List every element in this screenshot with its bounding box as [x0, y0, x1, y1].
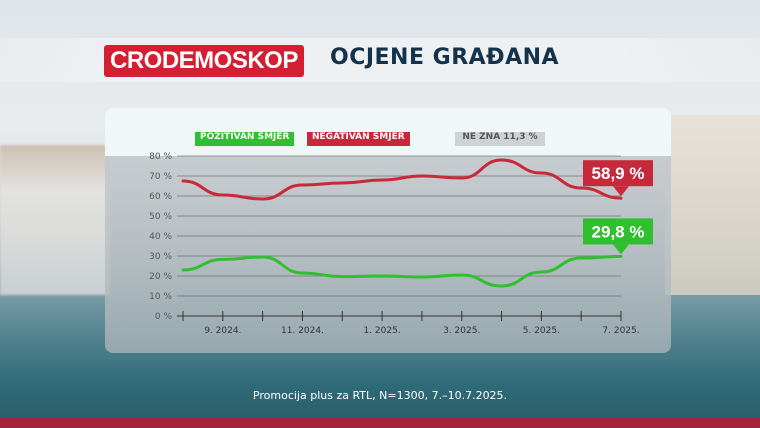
- source-note: Promocija plus za RTL, N=1300, 7.–10.7.2…: [252, 389, 508, 402]
- y-tick-label: 50 %: [149, 212, 172, 222]
- end-value-label: 58,9 %: [592, 164, 645, 183]
- x-tick-label: 3. 2025.: [443, 326, 480, 336]
- y-tick-label: 30 %: [149, 252, 172, 262]
- legend-dont-know: NE ZNA 11,3 %: [455, 132, 545, 146]
- y-tick-label: 40 %: [149, 232, 172, 242]
- brand-logo: CRODEMOSKOP: [104, 45, 304, 77]
- page-title: OCJENE GRAĐANA: [330, 45, 560, 70]
- legend-negative: NEGATIVAN SMJER: [307, 132, 410, 146]
- y-tick-label: 70 %: [149, 172, 172, 182]
- positive-series-line: [181, 254, 623, 288]
- y-tick-label: 60 %: [149, 192, 172, 202]
- y-tick-label: 0 %: [155, 312, 173, 322]
- x-tick-label: 7. 2025.: [602, 326, 639, 336]
- end-value-badge: [583, 160, 653, 187]
- x-tick-label: 11. 2024.: [281, 326, 324, 336]
- bottom-strip: [0, 418, 760, 428]
- y-tick-label: 10 %: [149, 292, 172, 302]
- end-value-label: 29,8 %: [592, 222, 645, 241]
- legend-positive: POZITIVAN SMJER: [195, 132, 295, 146]
- badge-pointer: [613, 186, 629, 197]
- x-tick-label: 9. 2024.: [204, 326, 241, 336]
- x-tick-label: 5. 2025.: [523, 326, 560, 336]
- x-tick-label: 1. 2025.: [363, 326, 400, 336]
- chart-panel: [105, 108, 671, 353]
- badge-pointer: [613, 244, 629, 255]
- background-building-left: [0, 145, 110, 295]
- background-building-right: [665, 115, 760, 295]
- end-value-badge: [583, 218, 653, 245]
- negative-series-line: [181, 158, 623, 201]
- y-tick-label: 80 %: [149, 152, 172, 162]
- y-tick-label: 20 %: [149, 272, 172, 282]
